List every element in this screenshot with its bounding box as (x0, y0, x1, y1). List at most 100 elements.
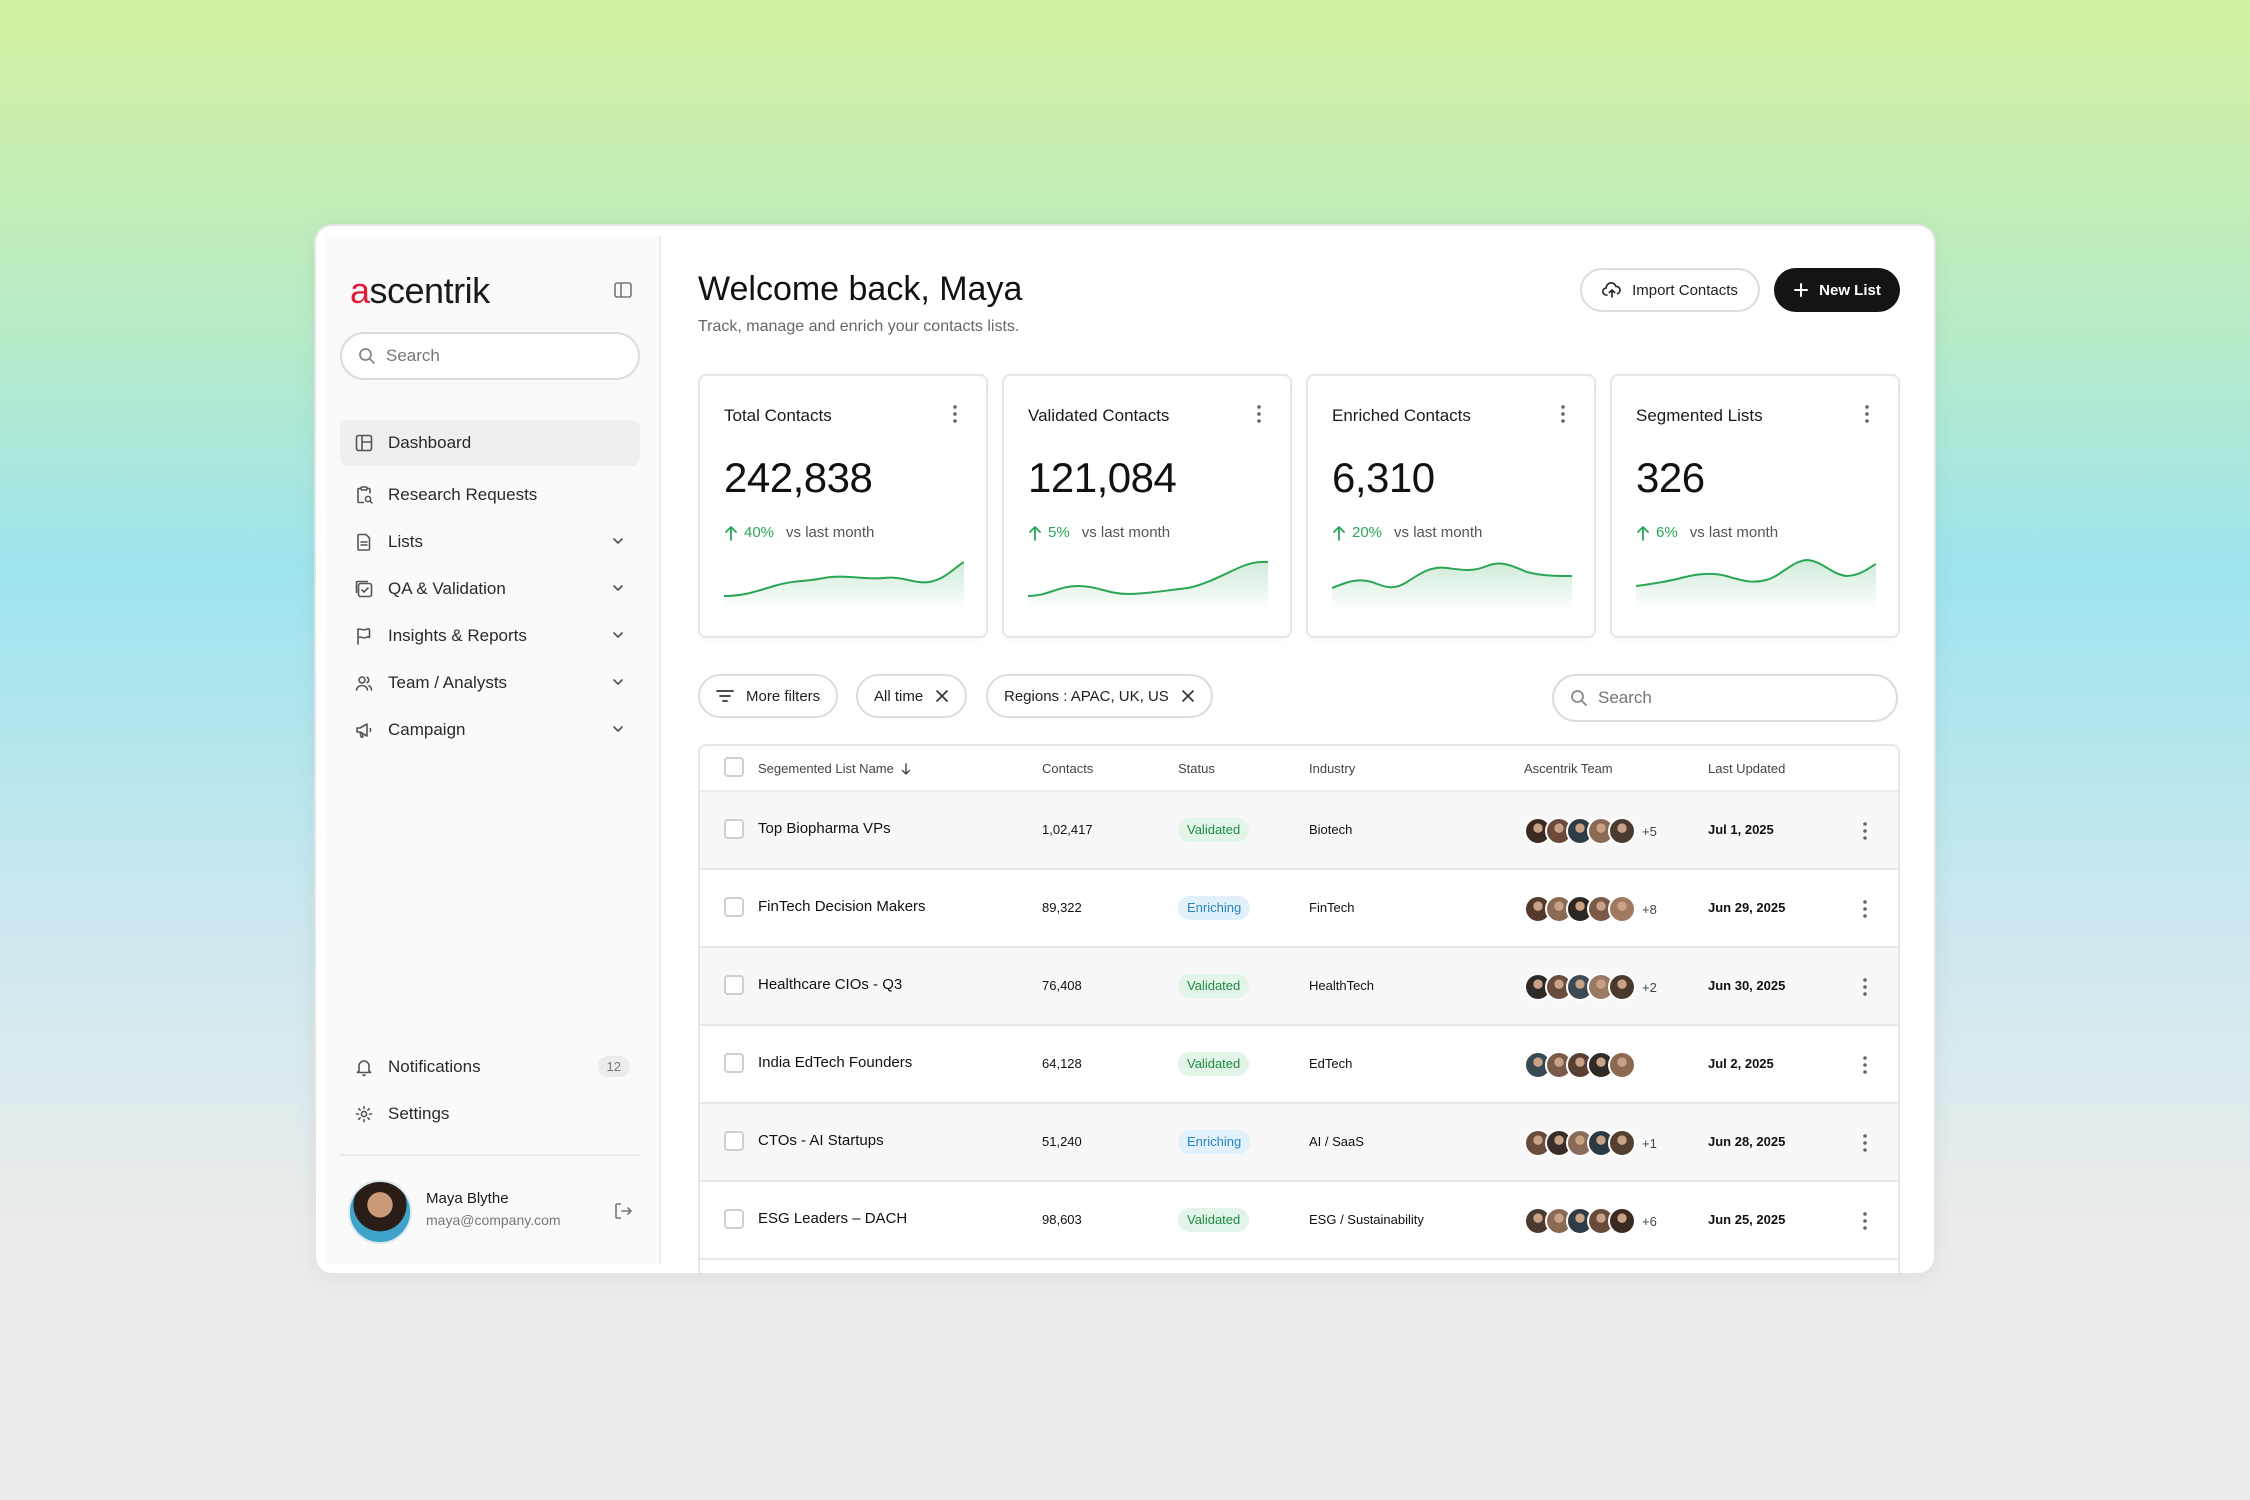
team-avatars[interactable]: +2 (1524, 972, 1657, 1002)
contacts-count: 51,240 (1042, 1134, 1082, 1149)
close-icon[interactable] (1181, 689, 1195, 703)
stat-card-segmented-lists[interactable]: Segmented Lists 326 6% vs last month (1610, 374, 1900, 638)
stat-card-delta: 5% vs last month (1028, 524, 1170, 541)
avatar[interactable] (348, 1180, 412, 1244)
kebab-menu-icon[interactable] (1864, 404, 1870, 424)
dashboard-icon (354, 433, 374, 453)
kebab-menu-icon[interactable] (1862, 976, 1868, 998)
table-search-input[interactable] (1598, 688, 1878, 708)
sidebar-item-team-analysts[interactable]: Team / Analysts (340, 660, 640, 706)
stat-card-total-contacts[interactable]: Total Contacts 242,838 40% vs last month (698, 374, 988, 638)
kebab-menu-icon[interactable] (1256, 404, 1262, 424)
sidebar-item-campaign[interactable]: Campaign (340, 707, 640, 753)
contacts-count: 64,128 (1042, 1056, 1082, 1071)
sidebar-item-settings[interactable]: Settings (340, 1091, 640, 1137)
lists-table: Segemented List Name Contacts Status Ind… (698, 744, 1900, 1273)
table-search[interactable] (1552, 674, 1898, 722)
sidebar-nav: Dashboard Research Requests Lists QA & Vali… (340, 420, 640, 754)
stat-card-label: Total Contacts (724, 406, 832, 425)
chevron-down-icon[interactable] (610, 674, 626, 690)
user-profile[interactable]: Maya Blythe maya@company.com (348, 1176, 638, 1246)
team-avatars[interactable] (1524, 1050, 1636, 1080)
team-member-avatar[interactable] (1608, 1207, 1636, 1235)
column-header-updated[interactable]: Last Updated (1708, 761, 1786, 776)
stat-card-delta-percent: 5% (1048, 524, 1070, 541)
list-name[interactable]: CTOs - AI Startups (758, 1132, 884, 1149)
chevron-down-icon[interactable] (610, 721, 626, 737)
sidebar-panel: ascentrik Dashboard Research Requests List… (326, 236, 661, 1264)
chevron-down-icon[interactable] (610, 627, 626, 643)
kebab-menu-icon[interactable] (952, 404, 958, 424)
list-name[interactable]: FinTech Decision Makers (758, 898, 926, 915)
table-row[interactable]: Healthcare CIOs - Q3 76,408 Validated Healt… (700, 948, 1898, 1026)
table-row[interactable]: ESG Leaders – DACH 98,603 Validated ESG / S… (700, 1182, 1898, 1260)
table-row[interactable]: India EdTech Founders 64,128 Validated EdTe… (700, 1026, 1898, 1104)
column-header-industry[interactable]: Industry (1309, 761, 1356, 776)
regions-filter-chip[interactable]: Regions : APAC, UK, US (986, 674, 1213, 718)
team-extra-count: +5 (1642, 823, 1657, 839)
more-filters-button[interactable]: More filters (698, 674, 839, 718)
column-header-contacts[interactable]: Contacts (1042, 761, 1094, 776)
stat-card-label: Enriched Contacts (1332, 406, 1471, 425)
table-row[interactable]: FinTech Decision Makers 89,322 Enriching Fi… (700, 870, 1898, 948)
stat-card-validated-contacts[interactable]: Validated Contacts 121,084 5% vs last month (1002, 374, 1292, 638)
team-member-avatar[interactable] (1608, 1051, 1636, 1079)
row-checkbox[interactable] (724, 897, 744, 917)
sidebar-item-research-requests[interactable]: Research Requests (340, 472, 640, 518)
table-row[interactable]: Top Biopharma VPs 1,02,417 Validated Biotec… (700, 792, 1898, 870)
sidebar-item-notifications[interactable]: Notifications 12 (340, 1044, 640, 1090)
list-name[interactable]: India EdTech Founders (758, 1054, 913, 1071)
team-avatars[interactable]: +6 (1524, 1206, 1657, 1236)
kebab-menu-icon[interactable] (1862, 820, 1868, 842)
kebab-menu-icon[interactable] (1862, 1054, 1868, 1076)
team-avatars[interactable]: +8 (1524, 894, 1657, 924)
bell-icon (354, 1057, 374, 1077)
team-member-avatar[interactable] (1608, 895, 1636, 923)
stat-card-delta: 6% vs last month (1636, 524, 1778, 541)
row-checkbox[interactable] (724, 819, 744, 839)
logo-accent: a (350, 270, 370, 311)
sidebar-collapse-icon[interactable] (613, 280, 633, 300)
column-header-team[interactable]: Ascentrik Team (1524, 761, 1613, 776)
sidebar-item-insights-reports[interactable]: Insights & Reports (340, 613, 640, 659)
table-row[interactable]: CTOs - AI Startups 51,240 Enriching AI / Sa… (700, 1104, 1898, 1182)
row-checkbox[interactable] (724, 1209, 744, 1229)
logout-icon[interactable] (612, 1200, 634, 1222)
column-header-name[interactable]: Segemented List Name (758, 761, 912, 776)
stat-card-enriched-contacts[interactable]: Enriched Contacts 6,310 20% vs last month (1306, 374, 1596, 638)
kebab-menu-icon[interactable] (1862, 898, 1868, 920)
close-icon[interactable] (935, 689, 949, 703)
list-name[interactable]: ESG Leaders – DACH (758, 1210, 908, 1227)
sort-down-icon[interactable] (900, 762, 912, 775)
new-list-button[interactable]: New List (1774, 268, 1900, 312)
team-avatars[interactable]: +1 (1524, 1128, 1657, 1158)
team-avatars[interactable]: +5 (1524, 816, 1657, 846)
chevron-down-icon[interactable] (610, 580, 626, 596)
sidebar-search-input[interactable] (386, 346, 606, 366)
sidebar-item-dashboard[interactable]: Dashboard (340, 420, 640, 466)
team-member-avatar[interactable] (1608, 973, 1636, 1001)
chevron-down-icon[interactable] (610, 533, 626, 549)
page-title: Welcome back, Maya (698, 270, 1023, 308)
kebab-menu-icon[interactable] (1862, 1210, 1868, 1232)
sidebar-item-lists[interactable]: Lists (340, 519, 640, 565)
sidebar-item-qa-validation[interactable]: QA & Validation (340, 566, 640, 612)
column-header-status[interactable]: Status (1178, 761, 1215, 776)
sparkline-area (724, 562, 964, 612)
kebab-menu-icon[interactable] (1862, 1132, 1868, 1154)
time-filter-chip[interactable]: All time (856, 674, 968, 718)
team-member-avatar[interactable] (1608, 1129, 1636, 1157)
kebab-menu-icon[interactable] (1560, 404, 1566, 424)
team-member-avatar[interactable] (1608, 817, 1636, 845)
select-all-checkbox[interactable] (724, 757, 744, 777)
row-checkbox[interactable] (724, 1053, 744, 1073)
status-badge: Enriching (1178, 896, 1251, 920)
sidebar-search[interactable] (340, 332, 640, 380)
list-name[interactable]: Top Biopharma VPs (758, 820, 891, 837)
import-contacts-button[interactable]: Import Contacts (1580, 268, 1760, 312)
list-name[interactable]: Healthcare CIOs - Q3 (758, 976, 903, 993)
row-checkbox[interactable] (724, 975, 744, 995)
brand-logo[interactable]: ascentrik (350, 270, 490, 312)
row-checkbox[interactable] (724, 1131, 744, 1151)
sparkline-area (1332, 563, 1572, 612)
